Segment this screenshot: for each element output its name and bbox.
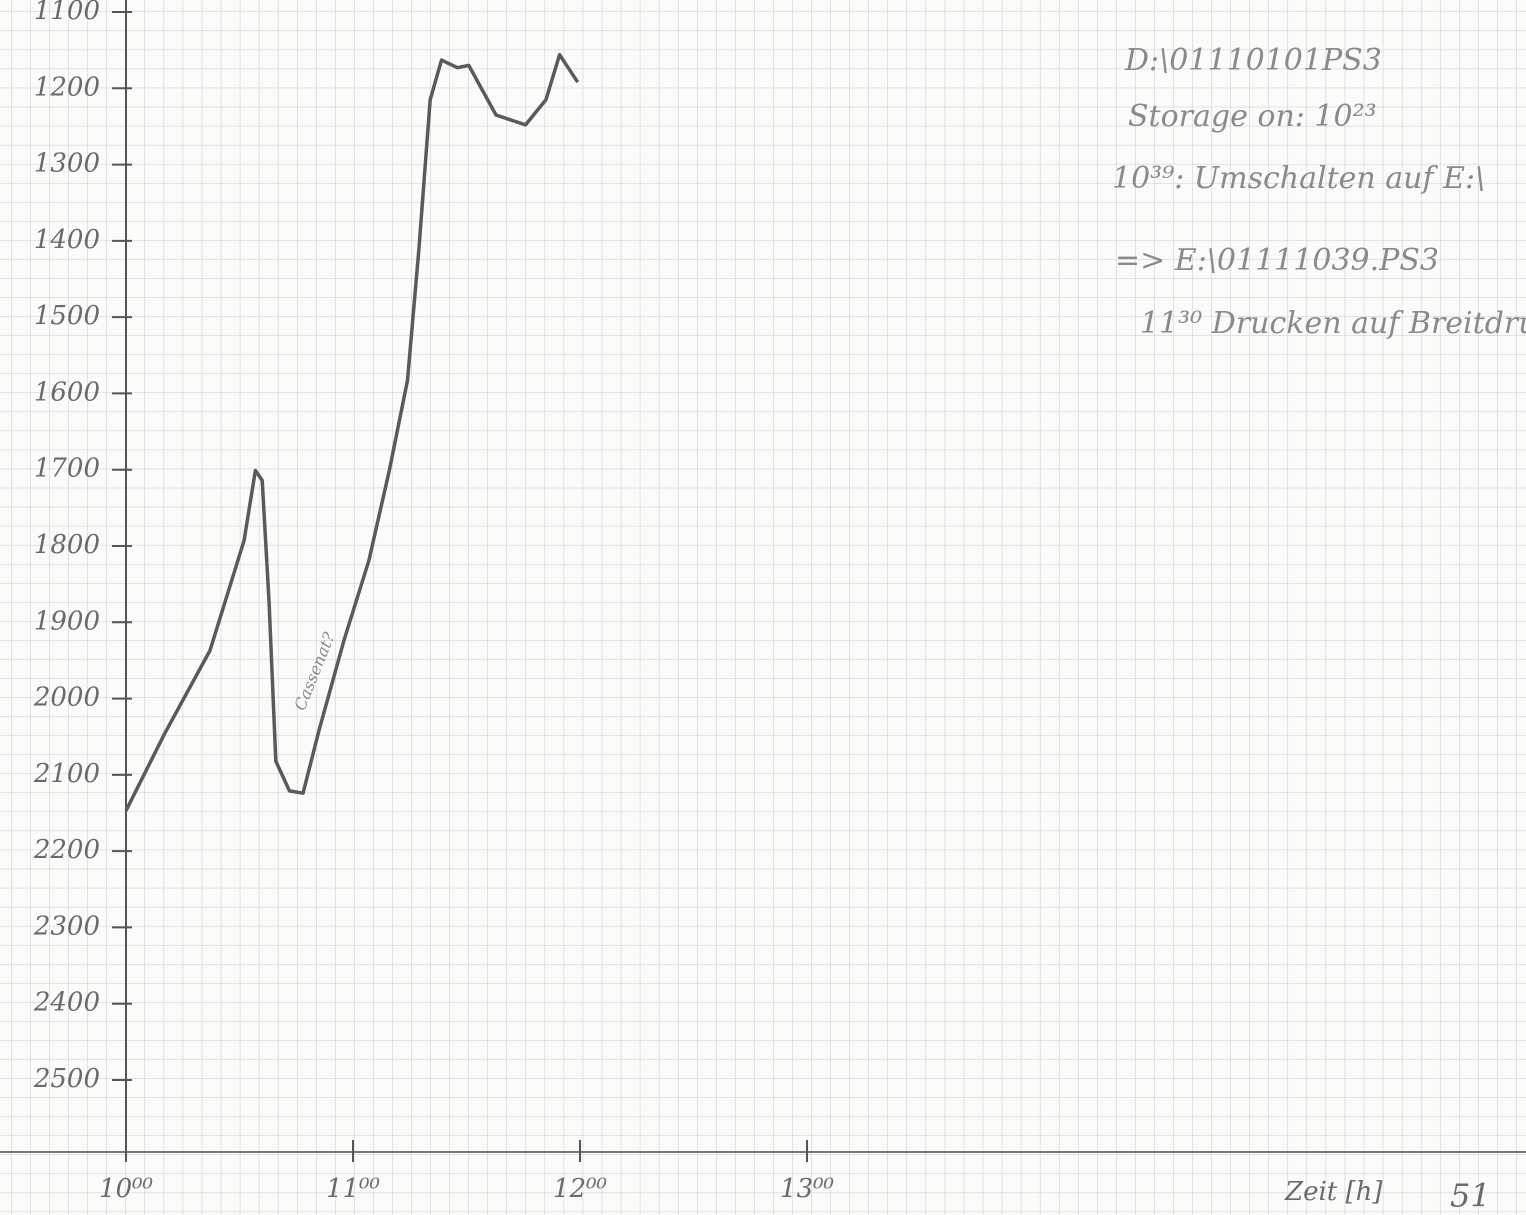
y-tick-label: 1600: [34, 377, 100, 407]
annotation: D:\01110101PS3: [1124, 43, 1382, 78]
annotation: => E:\01111039.PS3: [1115, 243, 1439, 278]
y-tick-label: 1700: [34, 454, 100, 484]
y-tick-label: 2000: [33, 683, 100, 713]
page-number: 51: [1450, 1177, 1491, 1215]
y-tick-label: 2200: [33, 835, 100, 865]
y-tick-label: 1400: [34, 225, 100, 255]
x-axis-label: Zeit [h]: [1284, 1177, 1383, 1207]
data-line: [124, 52, 580, 812]
x-tick-label: 11⁰⁰: [326, 1174, 381, 1204]
annotation: 11³⁰ Drucken auf Breitdruck: [1140, 306, 1526, 341]
y-tick-label: 1100: [34, 0, 100, 26]
y-tick-label: 1200: [34, 72, 100, 102]
x-tick-label: 10⁰⁰: [99, 1174, 154, 1204]
annotation: Storage on: 10²³: [1128, 99, 1377, 134]
y-tick-label: 1300: [34, 149, 100, 179]
annotation: 10³⁹: Umschalten auf E:\: [1112, 161, 1485, 196]
y-tick-label: 1500: [34, 301, 100, 331]
y-tick-label: 1800: [34, 530, 100, 560]
y-tick-label: 2400: [33, 988, 100, 1018]
y-tick-label: 2100: [33, 759, 100, 789]
y-tick-label: 2300: [33, 911, 100, 941]
x-tick-label: 13⁰⁰: [780, 1174, 835, 1204]
x-tick-label: 12⁰⁰: [553, 1174, 608, 1204]
y-tick-label: 1900: [34, 606, 100, 636]
y-tick-label: 2500: [33, 1064, 100, 1094]
